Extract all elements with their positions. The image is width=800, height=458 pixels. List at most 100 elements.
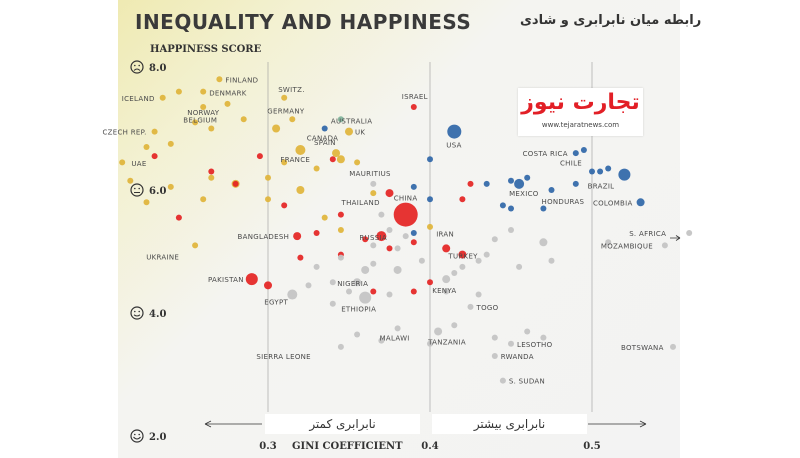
- point-label: CANADA: [307, 135, 339, 143]
- data-point: [386, 291, 393, 298]
- data-point: [410, 239, 417, 246]
- chart-title-fa: رابطه میان نابرابری و شادی: [520, 13, 702, 28]
- data-point: [370, 242, 377, 249]
- data-point-denmark: [200, 88, 207, 95]
- data-point-turkey: [458, 250, 467, 259]
- point-label: S. SUDAN: [509, 378, 545, 386]
- data-point: [370, 190, 377, 197]
- data-point: [370, 260, 377, 267]
- data-point: [475, 257, 482, 264]
- data-point-australia: [337, 116, 344, 123]
- data-point-tanzania: [434, 327, 443, 336]
- data-point-switz: [281, 94, 288, 101]
- data-point-belgium: [208, 125, 215, 132]
- data-point-france: [295, 145, 306, 156]
- less-inequality-label: نابرابری کمتر: [265, 414, 420, 434]
- x-axis-title: GINI COEFFICIENT: [292, 441, 403, 452]
- data-point: [499, 202, 506, 209]
- data-point-nigeria: [361, 265, 370, 274]
- chart-title: INEQUALITY AND HAPPINESS: [135, 10, 472, 34]
- publisher-logo: تجارت نیوز www.tejaratnews.com: [518, 88, 643, 136]
- point-label: MOZAMBIQUE: [601, 242, 653, 250]
- data-point: [427, 279, 433, 286]
- data-point: [264, 281, 272, 290]
- data-point: [232, 180, 239, 187]
- data-point: [167, 140, 174, 147]
- data-point: [605, 165, 612, 172]
- point-label: TANZANIA: [427, 338, 466, 346]
- data-point: [410, 183, 417, 190]
- data-point: [353, 278, 362, 287]
- point-label: KENYA: [432, 287, 456, 295]
- point-label: CZECH REP.: [102, 129, 146, 137]
- point-label: CHILE: [560, 160, 582, 168]
- point-label: NIGERIA: [337, 280, 368, 288]
- data-point: [394, 245, 401, 252]
- data-point-sierra-leone: [337, 343, 344, 350]
- data-point: [313, 230, 320, 237]
- data-point: [427, 196, 433, 203]
- point-label: CHINA: [394, 195, 418, 203]
- data-point: [297, 254, 304, 261]
- sad-face-icon: [130, 60, 144, 74]
- data-point-kenya: [442, 275, 451, 284]
- data-point: [175, 214, 182, 221]
- data-point: [516, 263, 523, 270]
- y-axis-title: HAPPINESS SCORE: [150, 44, 262, 55]
- data-point: [410, 230, 417, 237]
- data-point-thailand: [385, 189, 394, 198]
- data-point-rwanda: [491, 353, 498, 360]
- data-point-norway: [200, 103, 207, 110]
- data-point: [524, 328, 531, 335]
- data-point: [427, 156, 433, 163]
- point-label: UK: [355, 129, 365, 137]
- point-label: EGYPT: [264, 299, 288, 307]
- point-label: UKRAINE: [146, 253, 179, 261]
- data-point: [313, 263, 320, 270]
- data-point: [548, 257, 555, 264]
- data-point: [508, 177, 514, 184]
- data-point: [427, 223, 433, 230]
- data-point: [305, 282, 312, 289]
- data-point-usa: [447, 124, 462, 139]
- data-point: [475, 291, 482, 298]
- data-point: [362, 236, 369, 243]
- less-inequality-arrowhead: [204, 420, 212, 428]
- point-label: COSTA RICA: [523, 150, 568, 158]
- data-point: [208, 168, 215, 175]
- smile-icon: [130, 429, 144, 443]
- data-point: [443, 288, 450, 295]
- data-point-brazil: [618, 168, 631, 181]
- data-point-egypt: [287, 289, 298, 300]
- data-point-honduras: [548, 187, 555, 193]
- y-tick-label: 4.0: [149, 309, 166, 320]
- data-point: [467, 180, 474, 187]
- data-point-iceland: [159, 94, 166, 101]
- data-point-pakistan: [245, 273, 258, 286]
- data-point: [119, 159, 126, 166]
- data-point-malawi: [394, 325, 401, 332]
- point-label: USA: [446, 142, 461, 150]
- point-label: MALAWI: [380, 334, 410, 342]
- point-label: PAKISTAN: [208, 276, 244, 284]
- data-point: [459, 263, 466, 270]
- point-label: S. AFRICA: [629, 230, 666, 238]
- data-point: [208, 174, 215, 181]
- more-inequality-label: نابرابری بیشتر: [432, 414, 587, 434]
- more-inequality-arrowhead: [639, 420, 647, 428]
- data-point-finland: [216, 76, 223, 83]
- data-point: [393, 265, 402, 274]
- data-point: [508, 205, 514, 212]
- data-point: [491, 236, 498, 243]
- data-point: [491, 334, 498, 341]
- data-point: [256, 153, 263, 160]
- y-tick-label: 2.0: [149, 432, 166, 443]
- data-point-uk: [345, 127, 353, 136]
- data-point: [240, 116, 247, 123]
- data-point: [224, 100, 231, 107]
- data-point: [329, 156, 336, 163]
- point-label: TURKEY: [447, 253, 478, 261]
- data-point: [427, 340, 433, 347]
